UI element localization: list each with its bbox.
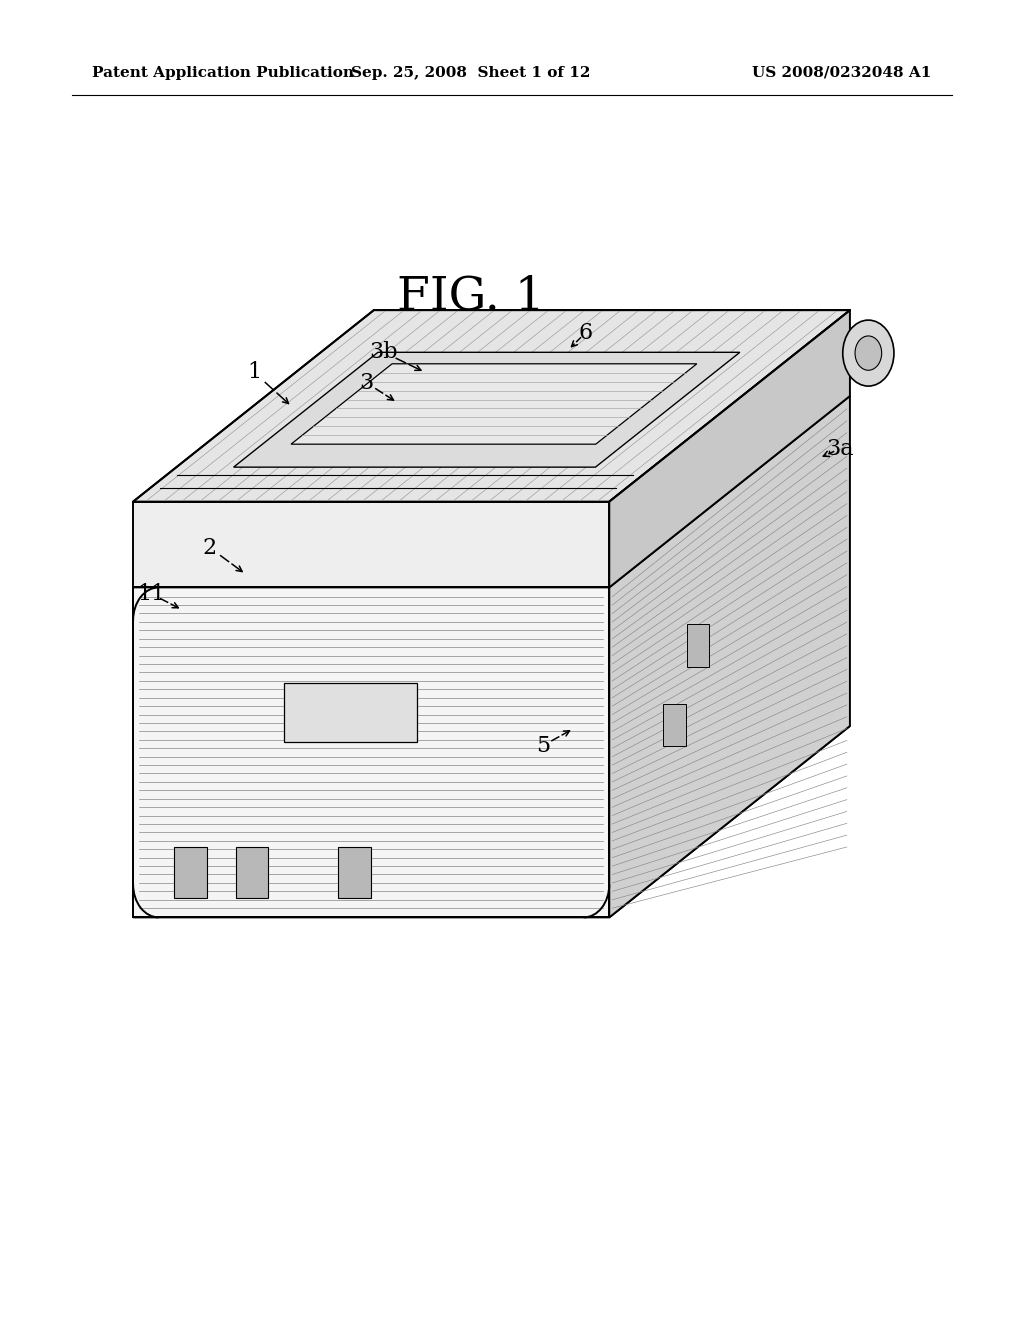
Bar: [174, 847, 207, 898]
Text: 6: 6: [579, 322, 593, 343]
Text: Patent Application Publication: Patent Application Publication: [92, 66, 354, 79]
Bar: [338, 847, 371, 898]
Text: US 2008/0232048 A1: US 2008/0232048 A1: [753, 66, 932, 79]
Bar: [236, 847, 268, 898]
Polygon shape: [133, 396, 850, 587]
Text: Sep. 25, 2008  Sheet 1 of 12: Sep. 25, 2008 Sheet 1 of 12: [351, 66, 591, 79]
Bar: [664, 704, 686, 746]
Text: 3b: 3b: [370, 342, 398, 363]
Polygon shape: [291, 364, 696, 444]
Polygon shape: [133, 587, 609, 917]
Text: 1: 1: [247, 362, 261, 383]
Polygon shape: [133, 502, 609, 587]
Polygon shape: [133, 726, 850, 917]
Polygon shape: [133, 310, 850, 502]
Text: 3a: 3a: [826, 438, 853, 459]
Polygon shape: [609, 310, 850, 587]
Polygon shape: [233, 352, 739, 467]
Circle shape: [855, 335, 882, 370]
Text: 3: 3: [359, 372, 374, 393]
Polygon shape: [609, 396, 850, 917]
Bar: [686, 624, 709, 667]
Text: 5: 5: [536, 735, 550, 756]
Text: 11: 11: [137, 583, 166, 605]
Text: 2: 2: [203, 537, 217, 558]
Text: FIG. 1: FIG. 1: [397, 275, 545, 319]
Bar: [284, 682, 418, 742]
Circle shape: [843, 319, 894, 385]
